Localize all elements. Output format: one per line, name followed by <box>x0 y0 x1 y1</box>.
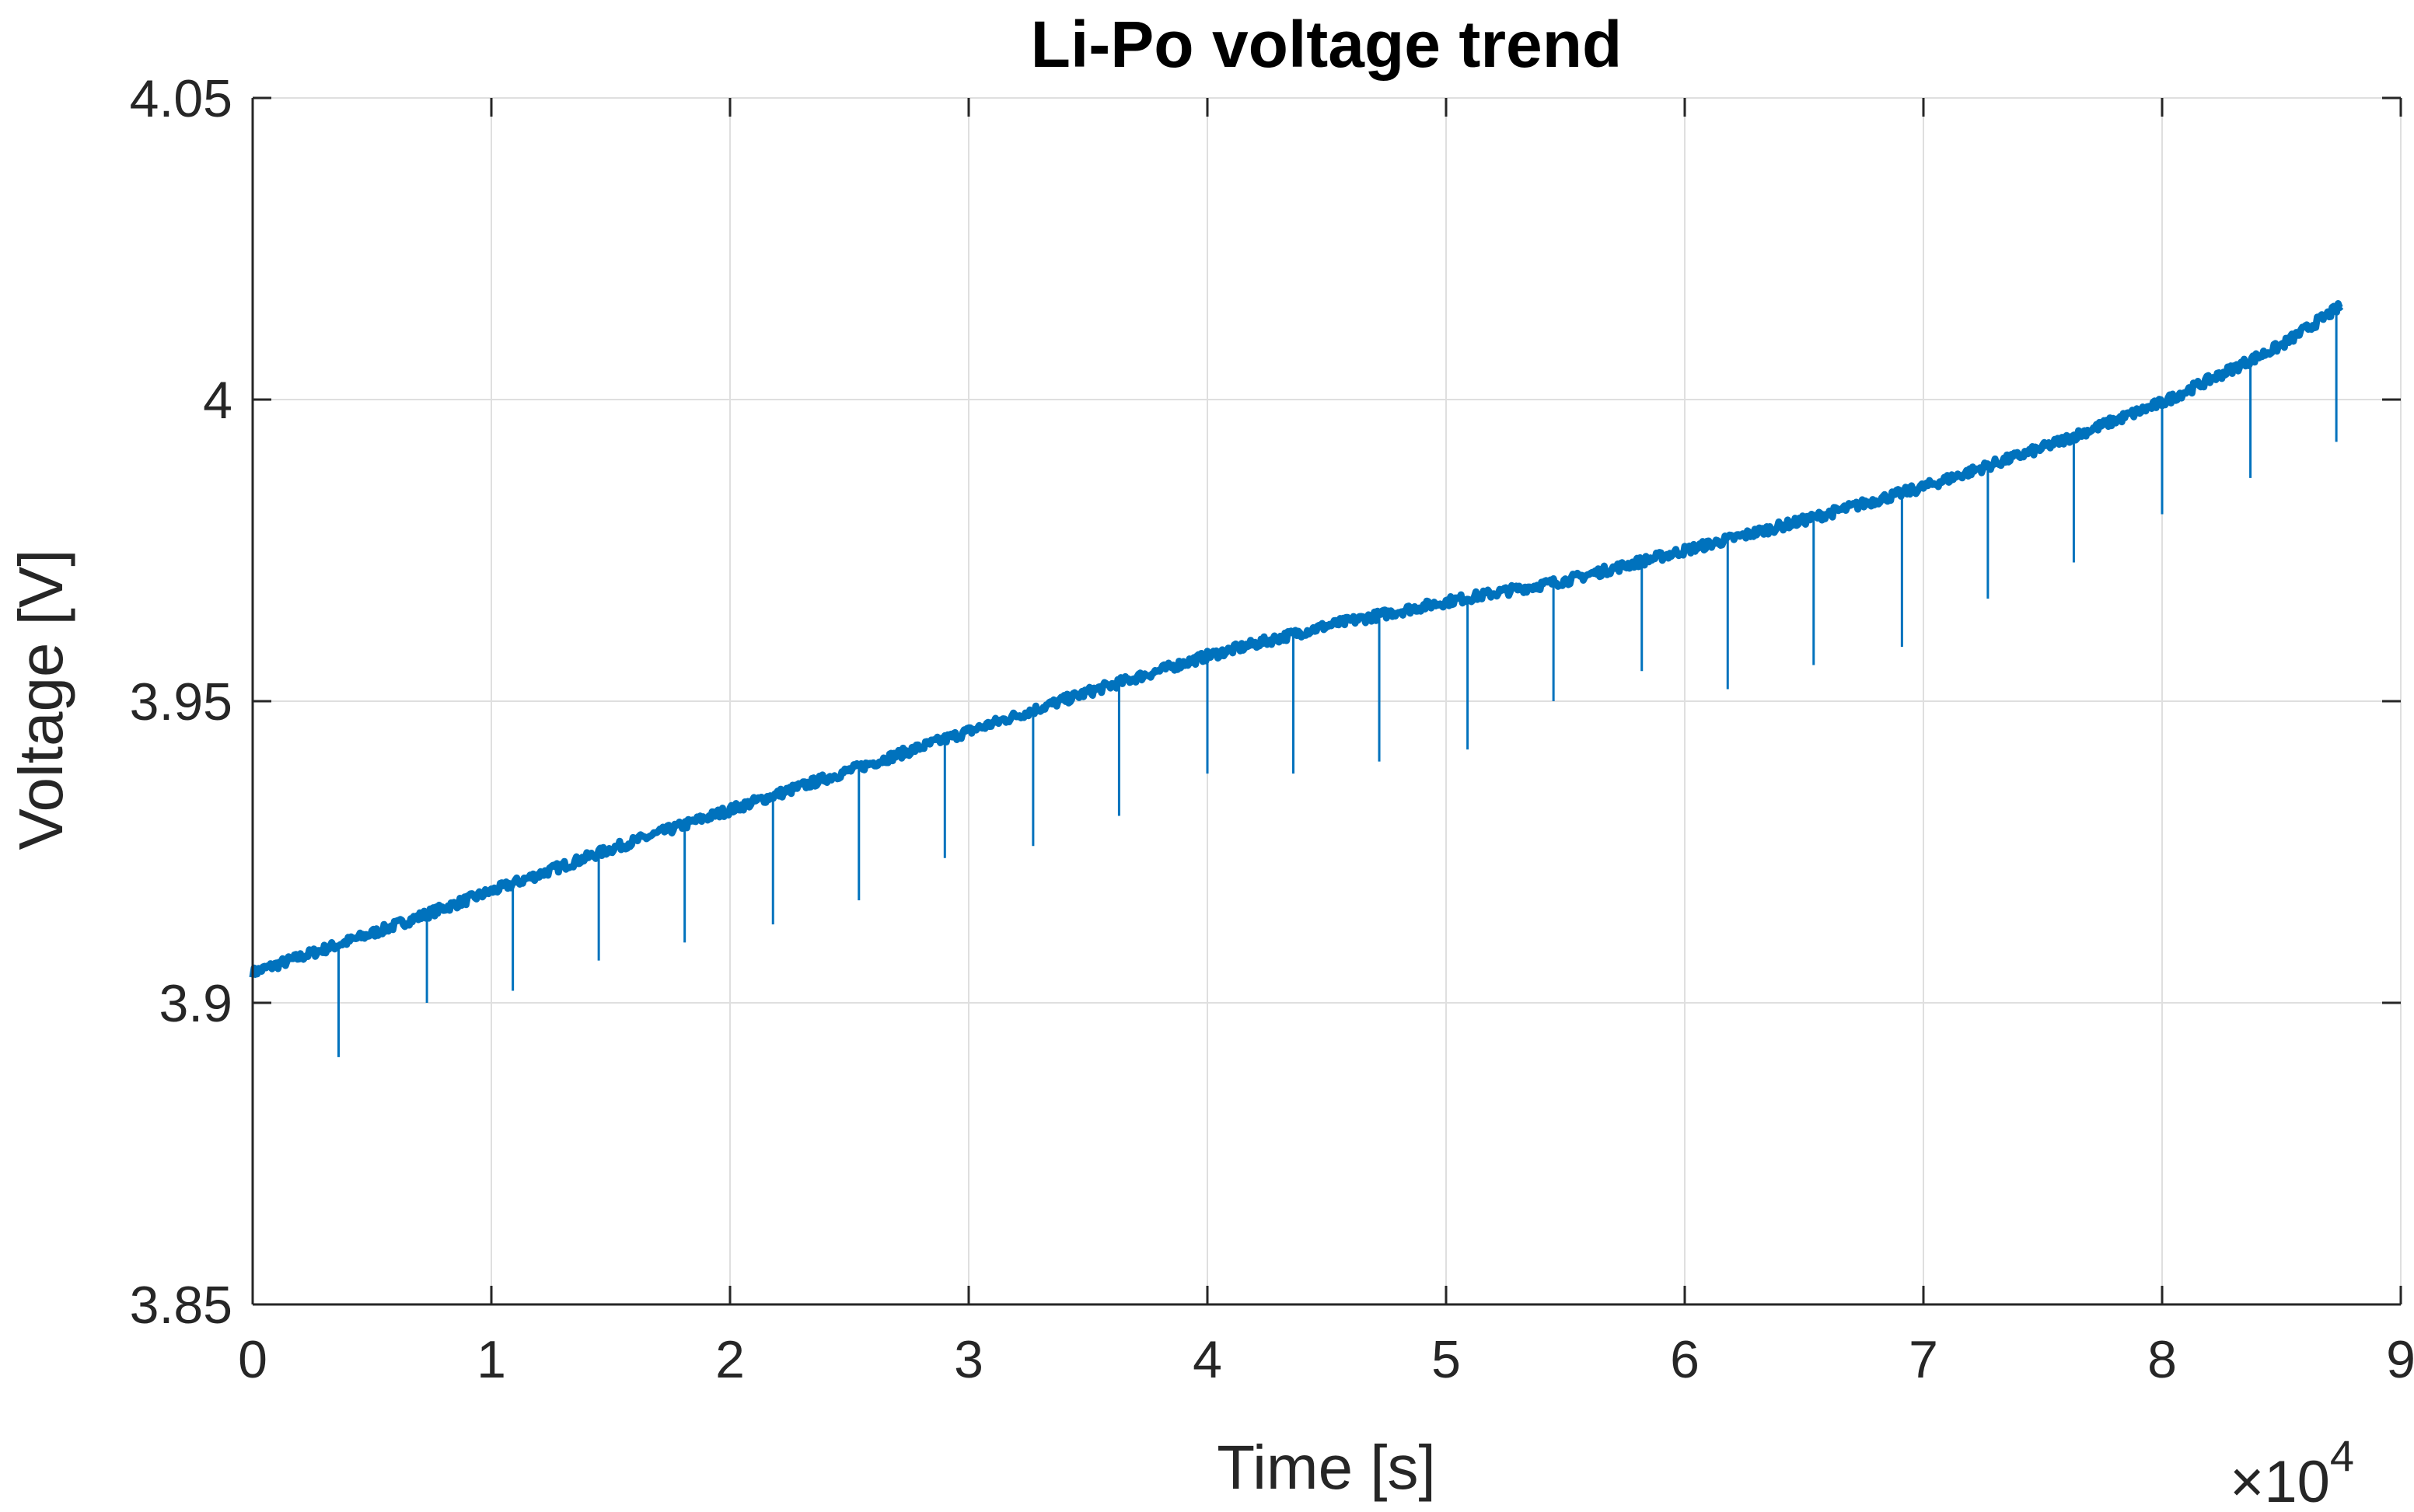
x-tick-label-7: 7 <box>1909 1330 1938 1389</box>
plot-area <box>249 300 2344 1094</box>
y-axis-title: Voltage [V] <box>6 550 75 850</box>
x-tick-label-1: 1 <box>477 1330 506 1389</box>
x-tick-label-5: 5 <box>1431 1330 1461 1389</box>
x-tick-label-8: 8 <box>2147 1330 2177 1389</box>
x-axis-multiplier-exponent: 4 <box>2330 1431 2354 1480</box>
chart-title: Li-Po voltage trend <box>1031 8 1623 81</box>
x-tick-label-3: 3 <box>954 1330 983 1389</box>
x-tick-label-4: 4 <box>1193 1330 1222 1389</box>
y-tick-label-2: 3.95 <box>130 672 232 732</box>
x-tick-label-2: 2 <box>715 1330 745 1389</box>
y-tick-label-4: 4.05 <box>130 69 232 128</box>
x-tick-label-0: 0 <box>238 1330 267 1389</box>
x-axis-multiplier: ×104 <box>2230 1431 2354 1512</box>
x-tick-label-6: 6 <box>1670 1330 1700 1389</box>
x-axis-multiplier-base: ×10 <box>2230 1449 2330 1512</box>
y-tick-label-1: 3.9 <box>159 974 232 1033</box>
axes <box>251 96 2402 1306</box>
x-axis-title: Time [s] <box>1217 1433 1435 1502</box>
x-tick-label-9: 9 <box>2386 1330 2414 1389</box>
voltage-trend-line <box>249 300 2344 979</box>
tick-labels: 0 1 2 3 4 5 6 7 8 9 3.85 3.9 3.95 4 4.05 <box>130 69 2414 1389</box>
y-tick-label-3: 4 <box>203 371 232 430</box>
y-tick-label-0: 3.85 <box>130 1276 232 1335</box>
